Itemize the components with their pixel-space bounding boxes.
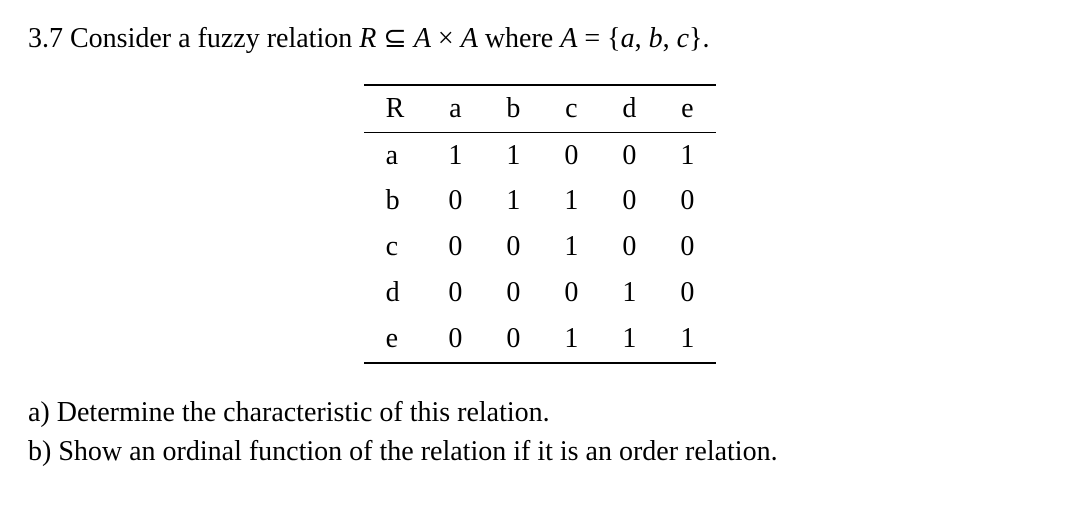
set-sep-1: ,: [635, 23, 649, 54]
col-header: c: [542, 85, 600, 132]
relation-R: R: [359, 23, 376, 54]
table-cell: 0: [542, 270, 600, 316]
table-cell: 0: [484, 316, 542, 363]
table-cell: 0: [658, 178, 716, 224]
table-cell: 1: [600, 316, 658, 363]
table-cell: 1: [542, 316, 600, 363]
table-row: c 0 0 1 0 0: [364, 224, 717, 270]
col-header: b: [484, 85, 542, 132]
relation-table: R a b c d e a 1 1 0 0 1 b: [364, 84, 717, 364]
question-a-label: a): [28, 397, 50, 428]
row-header: a: [364, 132, 427, 178]
subquestions: a) Determine the characteristic of this …: [28, 394, 1052, 472]
col-header: d: [600, 85, 658, 132]
set-A-2: A: [461, 23, 478, 54]
set-A-3: A: [560, 23, 577, 54]
row-header: e: [364, 316, 427, 363]
table-cell: 0: [426, 316, 484, 363]
question-b-text: Show an ordinal function of the relation…: [51, 436, 777, 467]
table-cell: 0: [542, 132, 600, 178]
question-b: b) Show an ordinal function of the relat…: [28, 433, 1052, 471]
subset-symbol: ⊆: [383, 23, 406, 54]
set-elem-b: b: [649, 23, 663, 54]
page: 3.7 Consider a fuzzy relation R ⊆ A × A …: [0, 0, 1080, 517]
table-cell: 1: [658, 132, 716, 178]
table-row: e 0 0 1 1 1: [364, 316, 717, 363]
table-row: a 1 1 0 0 1: [364, 132, 717, 178]
equals-text: =: [577, 23, 607, 54]
set-open: {: [607, 23, 620, 54]
col-header: a: [426, 85, 484, 132]
table-cell: 0: [600, 224, 658, 270]
row-header: d: [364, 270, 427, 316]
set-A-1: A: [414, 23, 431, 54]
col-header: e: [658, 85, 716, 132]
where-text: where: [478, 23, 560, 54]
table-header-row: R a b c d e: [364, 85, 717, 132]
question-a-text: Determine the characteristic of this rel…: [50, 397, 550, 428]
set-elem-a: a: [621, 23, 635, 54]
row-header: c: [364, 224, 427, 270]
table-cell: 1: [484, 178, 542, 224]
table-cell: 0: [600, 178, 658, 224]
row-header: b: [364, 178, 427, 224]
table-cell: 0: [600, 132, 658, 178]
table-cell: 1: [542, 178, 600, 224]
times-symbol: ×: [438, 23, 454, 54]
table-row: b 0 1 1 0 0: [364, 178, 717, 224]
table-row: d 0 0 0 1 0: [364, 270, 717, 316]
table-cell: 1: [658, 316, 716, 363]
table-cell: 0: [426, 178, 484, 224]
table-cell: 0: [484, 224, 542, 270]
question-a: a) Determine the characteristic of this …: [28, 394, 1052, 432]
table-cell: 1: [542, 224, 600, 270]
problem-text-1: Consider a fuzzy relation: [70, 23, 359, 54]
table-cell: 0: [658, 224, 716, 270]
set-close: }.: [689, 23, 709, 54]
problem-statement: 3.7 Consider a fuzzy relation R ⊆ A × A …: [28, 20, 1052, 58]
table-cell: 1: [600, 270, 658, 316]
set-sep-2: ,: [663, 23, 677, 54]
table-cell: 0: [426, 270, 484, 316]
set-elem-c: c: [677, 23, 689, 54]
table-cell: 0: [426, 224, 484, 270]
table-cell: 0: [658, 270, 716, 316]
relation-table-wrap: R a b c d e a 1 1 0 0 1 b: [28, 84, 1052, 364]
question-b-label: b): [28, 436, 51, 467]
table-corner: R: [364, 85, 427, 132]
problem-number: 3.7: [28, 23, 63, 54]
table-cell: 1: [426, 132, 484, 178]
table-cell: 0: [484, 270, 542, 316]
table-cell: 1: [484, 132, 542, 178]
